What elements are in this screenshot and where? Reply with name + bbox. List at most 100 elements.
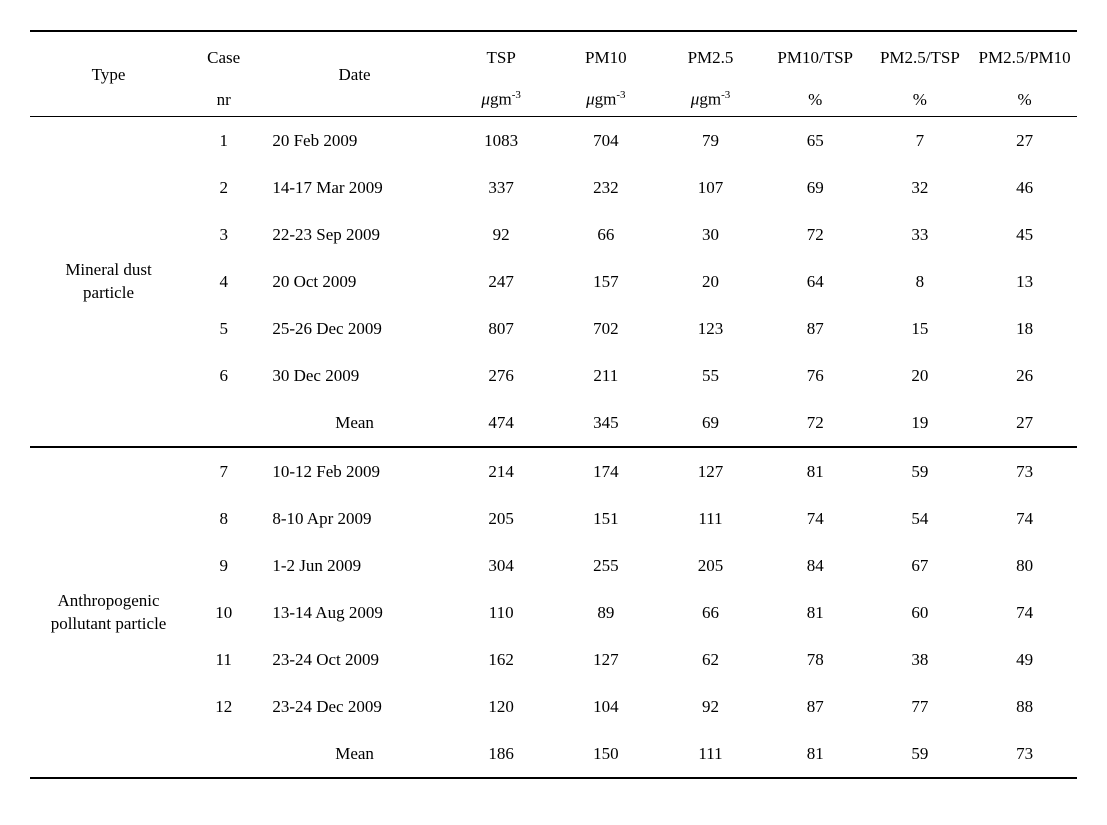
pm10-cell: 151 [553, 495, 658, 542]
tsp-cell: 1083 [449, 117, 554, 165]
r1-cell: 65 [763, 117, 868, 165]
col-header-pm25-pm10: PM2.5/PM10 [972, 31, 1077, 82]
pm25-cell: 30 [658, 211, 763, 258]
case-cell: 4 [187, 258, 260, 305]
r3-cell: 45 [972, 211, 1077, 258]
pm25-cell: 205 [658, 542, 763, 589]
r3-cell: 46 [972, 164, 1077, 211]
r2-cell: 54 [868, 495, 973, 542]
tsp-cell: 110 [449, 589, 554, 636]
r3-cell: 26 [972, 352, 1077, 399]
mean-value: 150 [553, 730, 658, 778]
mean-value: 73 [972, 730, 1077, 778]
pm25-cell: 127 [658, 447, 763, 495]
pm10-cell: 702 [553, 305, 658, 352]
table-body: Mineral dustparticle120 Feb 200910837047… [30, 117, 1077, 779]
tsp-cell: 337 [449, 164, 554, 211]
r1-cell: 72 [763, 211, 868, 258]
case-cell: 2 [187, 164, 260, 211]
date-cell: 20 Oct 2009 [260, 258, 448, 305]
tsp-cell: 247 [449, 258, 554, 305]
tsp-cell: 276 [449, 352, 554, 399]
case-cell: 11 [187, 636, 260, 683]
mean-row: Mean47434569721927 [30, 399, 1077, 447]
type-label: Mineral dust particle [30, 117, 187, 448]
case-cell: 7 [187, 447, 260, 495]
case-cell: 9 [187, 542, 260, 589]
type-label-line: particle [83, 283, 134, 302]
tsp-cell: 92 [449, 211, 554, 258]
col-unit-case: nr [187, 82, 260, 117]
table-row: 420 Oct 20092471572064813 [30, 258, 1077, 305]
r2-cell: 7 [868, 117, 973, 165]
r1-cell: 81 [763, 589, 868, 636]
table-row: 1123-24 Oct 200916212762783849 [30, 636, 1077, 683]
col-unit-r1: % [763, 82, 868, 117]
r2-cell: 20 [868, 352, 973, 399]
r3-cell: 74 [972, 495, 1077, 542]
r3-cell: 74 [972, 589, 1077, 636]
date-cell: 10-12 Feb 2009 [260, 447, 448, 495]
tsp-cell: 214 [449, 447, 554, 495]
empty-cell [187, 730, 260, 778]
r1-cell: 69 [763, 164, 868, 211]
mean-value: 72 [763, 399, 868, 447]
case-cell: 12 [187, 683, 260, 730]
r1-cell: 87 [763, 305, 868, 352]
pm10-cell: 704 [553, 117, 658, 165]
date-cell: 14-17 Mar 2009 [260, 164, 448, 211]
pm25-cell: 62 [658, 636, 763, 683]
col-unit-r2: % [868, 82, 973, 117]
pm10-cell: 104 [553, 683, 658, 730]
mean-row: Mean186150111815973 [30, 730, 1077, 778]
r2-cell: 77 [868, 683, 973, 730]
r2-cell: 8 [868, 258, 973, 305]
case-cell: 1 [187, 117, 260, 165]
r3-cell: 18 [972, 305, 1077, 352]
r1-cell: 84 [763, 542, 868, 589]
table-row: Anthropogenicpollutant particle710-12 Fe… [30, 447, 1077, 495]
r1-cell: 81 [763, 447, 868, 495]
pm25-cell: 66 [658, 589, 763, 636]
mean-value: 27 [972, 399, 1077, 447]
table-row: Mineral dustparticle120 Feb 200910837047… [30, 117, 1077, 165]
col-header-date: Date [260, 31, 448, 117]
tsp-cell: 205 [449, 495, 554, 542]
date-cell: 8-10 Apr 2009 [260, 495, 448, 542]
table-row: 88-10 Apr 2009205151111745474 [30, 495, 1077, 542]
date-cell: 22-23 Sep 2009 [260, 211, 448, 258]
col-header-pm10: PM10 [553, 31, 658, 82]
table-row: 322-23 Sep 2009926630723345 [30, 211, 1077, 258]
pm10-cell: 157 [553, 258, 658, 305]
date-cell: 23-24 Oct 2009 [260, 636, 448, 683]
type-label-line: Mineral dust [65, 260, 151, 279]
col-header-case: Case [187, 31, 260, 82]
mean-value: 345 [553, 399, 658, 447]
data-table: Type Case Date TSP PM10 PM2.5 PM10/TSP P… [30, 30, 1077, 779]
r3-cell: 27 [972, 117, 1077, 165]
tsp-cell: 162 [449, 636, 554, 683]
date-cell: 25-26 Dec 2009 [260, 305, 448, 352]
pm10-cell: 89 [553, 589, 658, 636]
table-row: 1223-24 Dec 200912010492877788 [30, 683, 1077, 730]
table-row: 214-17 Mar 2009337232107693246 [30, 164, 1077, 211]
mean-value: 81 [763, 730, 868, 778]
mean-label: Mean [260, 730, 448, 778]
r1-cell: 78 [763, 636, 868, 683]
case-cell: 6 [187, 352, 260, 399]
table-row: 525-26 Dec 2009807702123871518 [30, 305, 1077, 352]
date-cell: 23-24 Dec 2009 [260, 683, 448, 730]
mean-value: 69 [658, 399, 763, 447]
tsp-cell: 304 [449, 542, 554, 589]
case-cell: 5 [187, 305, 260, 352]
r3-cell: 88 [972, 683, 1077, 730]
col-header-pm25-tsp: PM2.5/TSP [868, 31, 973, 82]
pm25-cell: 55 [658, 352, 763, 399]
r3-cell: 13 [972, 258, 1077, 305]
table-row: 91-2 Jun 2009304255205846780 [30, 542, 1077, 589]
empty-cell [187, 399, 260, 447]
col-unit-pm10: μgm-3 [553, 82, 658, 117]
col-unit-tsp: μgm-3 [449, 82, 554, 117]
date-cell: 13-14 Aug 2009 [260, 589, 448, 636]
r2-cell: 33 [868, 211, 973, 258]
